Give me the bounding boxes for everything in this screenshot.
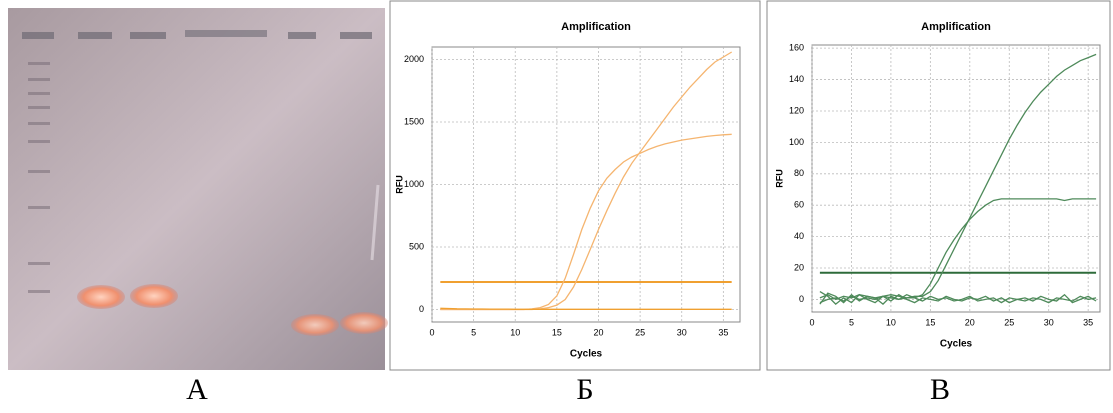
y-tick-label: 1000 [404,179,424,189]
y-axis-label: RFU [394,175,404,194]
x-tick-label: 0 [429,327,434,337]
x-tick-label: 10 [886,317,896,327]
y-tick-label: 100 [789,137,804,147]
x-tick-label: 30 [677,327,687,337]
chart-title: Amplification [561,21,631,33]
x-tick-label: 0 [809,317,814,327]
panel-label: A [186,373,208,406]
panel-border [766,0,1111,371]
x-tick-label: 10 [510,327,520,337]
x-tick-label: 25 [1004,317,1014,327]
y-tick-label: 20 [794,262,804,272]
panel-label: В [930,373,950,406]
y-tick-label: 500 [409,241,424,251]
y-tick-label: 120 [789,105,804,115]
y-tick-label: 60 [794,200,804,210]
x-tick-label: 15 [925,317,935,327]
series-line [440,307,732,310]
y-axis-label: RFU [774,169,784,188]
y-tick-label: 80 [794,168,804,178]
series-line [819,53,1097,301]
x-tick-label: 15 [552,327,562,337]
y-tick-label: 0 [799,294,804,304]
y-tick-label: 160 [789,43,804,53]
x-tick-label: 5 [849,317,854,327]
panel-border [389,0,761,371]
y-tick-label: 40 [794,231,804,241]
x-tick-label: 35 [718,327,728,337]
x-tick-label: 5 [471,327,476,337]
plot-area [811,44,1101,313]
x-tick-label: 25 [635,327,645,337]
y-tick-label: 1500 [404,116,424,126]
x-tick-label: 20 [965,317,975,327]
x-tick-label: 35 [1083,317,1093,327]
series-line [819,292,1097,305]
chart-title: Amplification [921,21,991,33]
x-axis-label: Cycles [940,339,973,350]
x-tick-label: 30 [1044,317,1054,327]
y-tick-label: 140 [789,74,804,84]
y-tick-label: 0 [419,304,424,314]
panel-label: Б [576,373,593,406]
x-tick-label: 20 [593,327,603,337]
x-axis-label: Cycles [570,349,603,360]
gel-image [8,8,388,370]
y-tick-label: 2000 [404,54,424,64]
